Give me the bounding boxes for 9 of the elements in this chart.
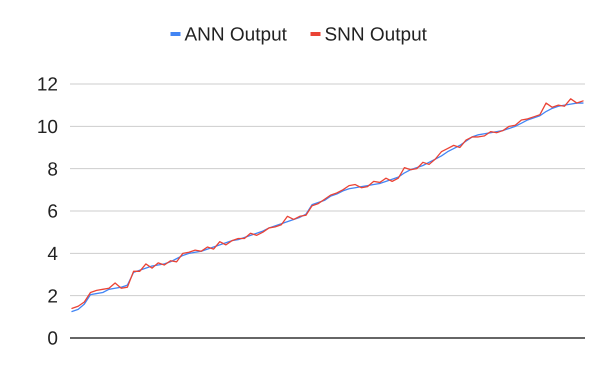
y-tick-label: 8 — [47, 159, 58, 180]
legend-label: ANN Output — [184, 24, 288, 46]
y-tick-label: 12 — [36, 74, 58, 96]
legend-label: SNN Output — [324, 24, 428, 46]
y-tick-label: 4 — [47, 244, 58, 265]
y-tick-label: 2 — [47, 286, 58, 308]
y-tick-label: 0 — [47, 328, 58, 350]
y-tick-label: 10 — [36, 116, 58, 138]
y-tick-label: 6 — [47, 202, 58, 223]
